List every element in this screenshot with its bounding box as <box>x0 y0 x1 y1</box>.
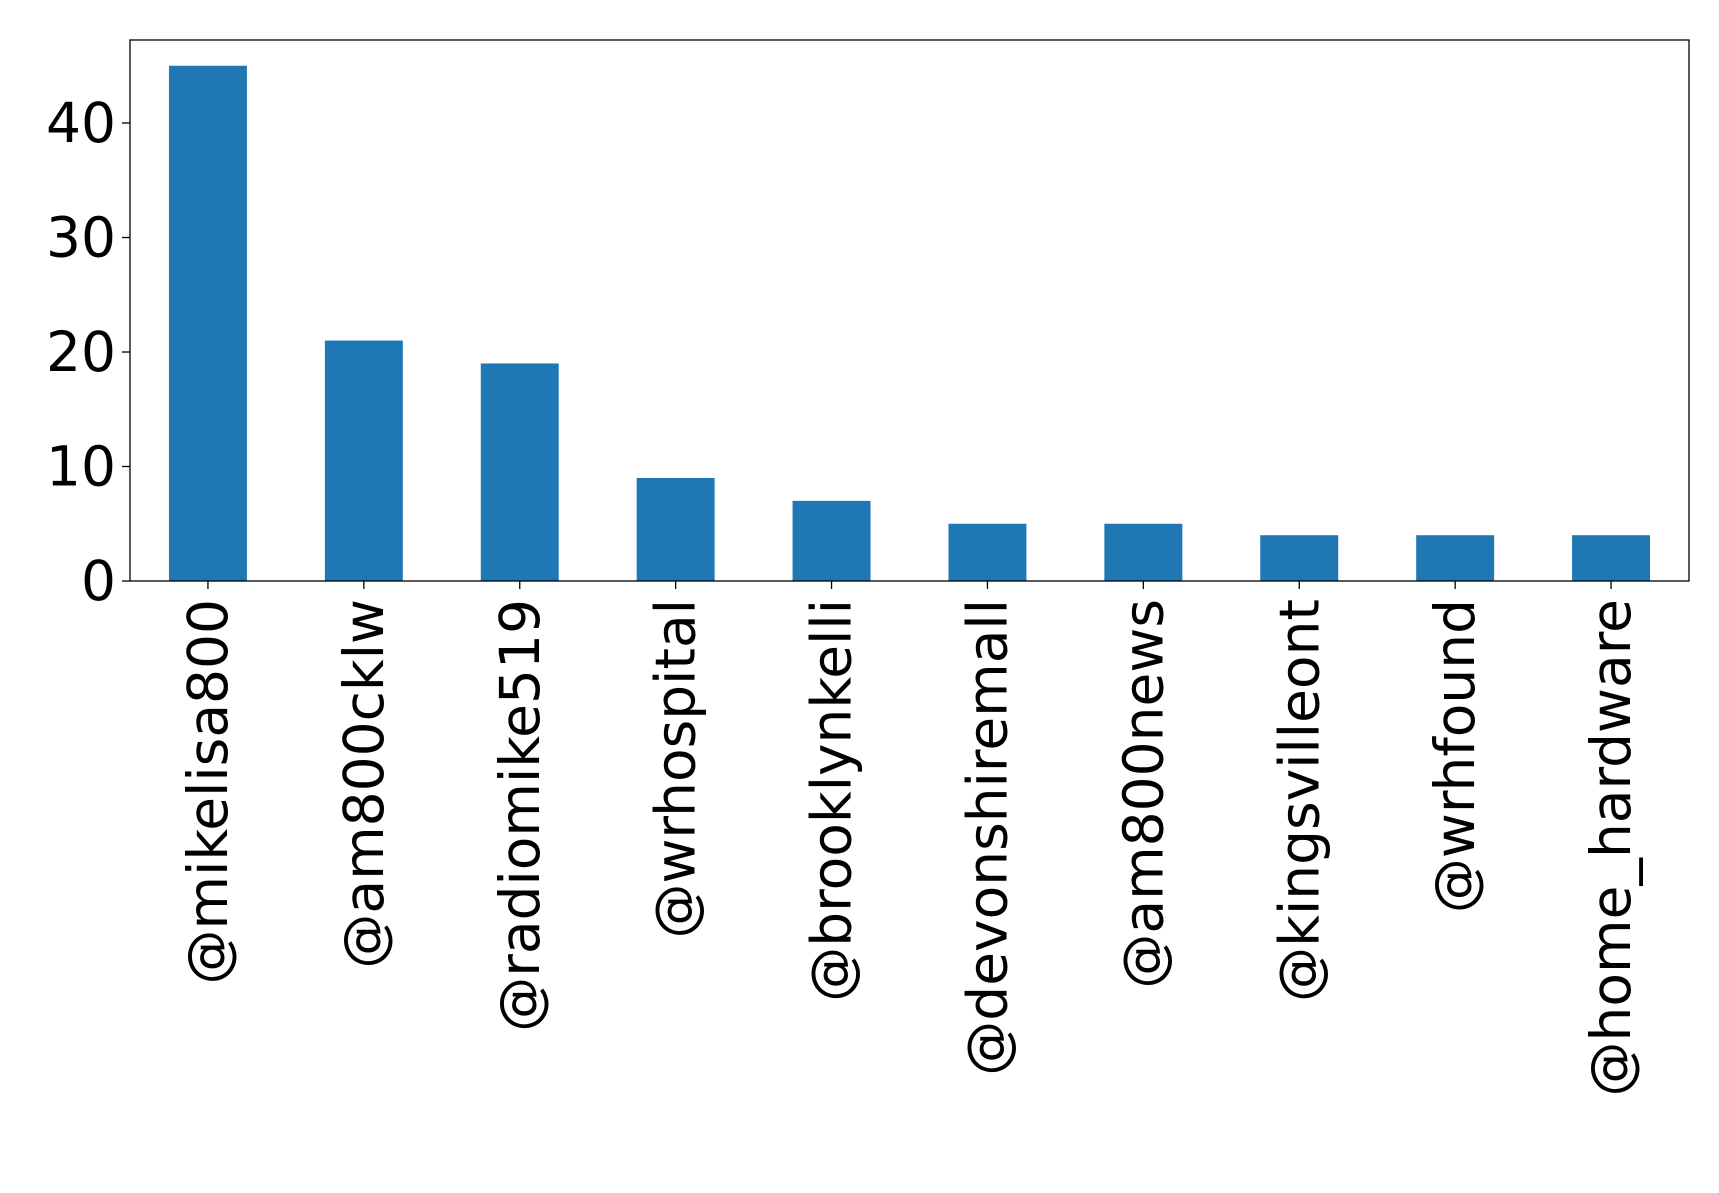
x-tick-label: @radiomike519 <box>488 599 552 1032</box>
y-tick-label: 40 <box>46 91 116 155</box>
plot-frame <box>129 39 1690 582</box>
y-axis: 0 10 20 30 40 <box>46 91 130 613</box>
x-tick-label: @am800cklw <box>332 599 396 969</box>
bar-radiomike519 <box>480 363 559 581</box>
bar-home-hardware <box>1572 535 1651 581</box>
bar-wrhfound <box>1416 535 1495 581</box>
bar-am800news <box>1104 523 1183 581</box>
bar-brooklynkelli <box>792 500 871 581</box>
bar-am800cklw <box>324 340 403 581</box>
y-tick-label: 30 <box>46 206 116 270</box>
x-tick-label: @kingsvilleont <box>1267 599 1331 1002</box>
x-tick-label: @wrhfound <box>1423 599 1487 913</box>
x-tick-label: @brooklynkelli <box>800 599 864 1002</box>
y-tick-label: 20 <box>46 320 116 384</box>
x-tick-label: @home_hardware <box>1579 599 1643 1096</box>
bar-kingsvilleont <box>1260 535 1339 581</box>
bar-devonshiremall <box>948 523 1027 581</box>
y-tick-label: 0 <box>81 549 116 613</box>
bar-wrhospital <box>636 477 715 581</box>
x-tick-label: @mikelisa800 <box>176 599 240 984</box>
x-axis: @mikelisa800 @am800cklw @radiomike519 @wrho… <box>176 581 1643 1096</box>
bars-group <box>168 65 1651 581</box>
x-tick-label: @am800news <box>1111 599 1175 989</box>
x-tick-label: @devonshiremall <box>955 599 1019 1076</box>
x-tick-label: @wrhospital <box>644 599 708 939</box>
bar-mikelisa800 <box>168 65 247 581</box>
y-tick-label: 10 <box>46 435 116 499</box>
